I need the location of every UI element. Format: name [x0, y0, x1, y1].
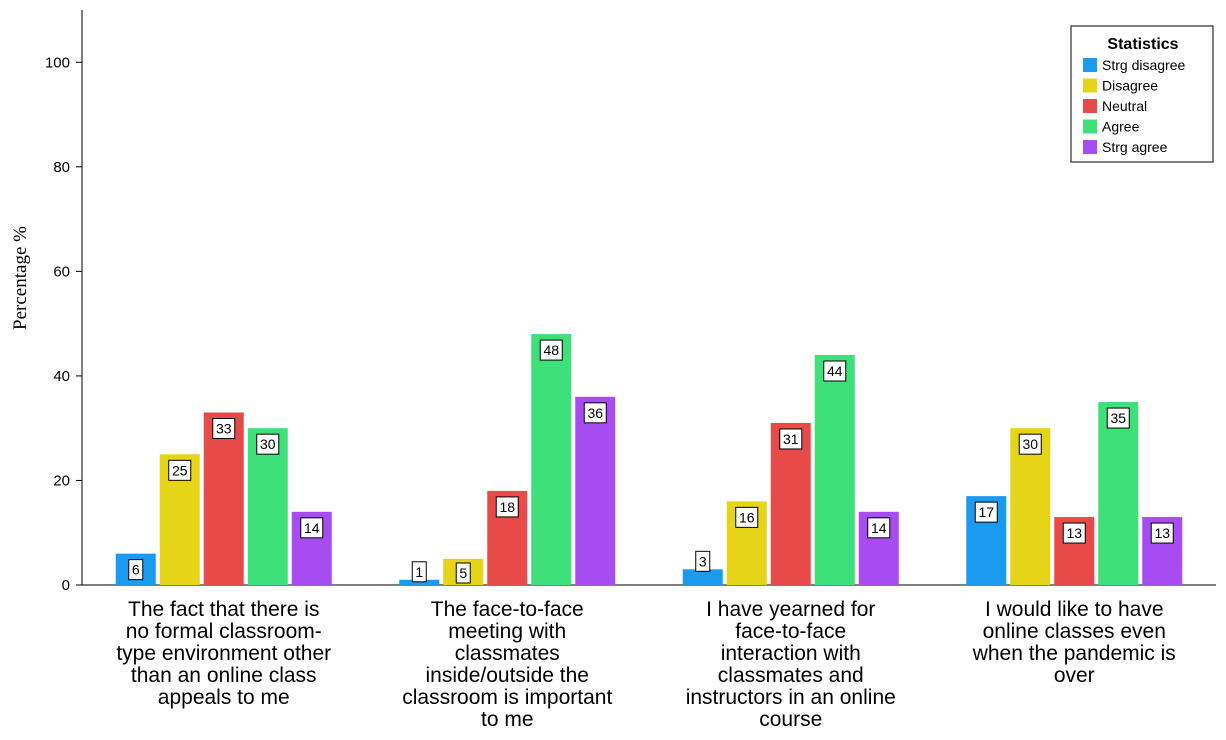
category-label-line: course	[759, 708, 822, 731]
y-tick-label: 40	[53, 368, 70, 385]
data-label-box	[823, 360, 847, 382]
category-label-line: face-to-face	[735, 620, 846, 643]
data-label: 14	[304, 520, 320, 536]
category-label: I have yearned for face-to-face interactio…	[686, 598, 896, 731]
data-label-box	[495, 496, 519, 518]
legend-swatch-strg-disagree	[1083, 58, 1097, 72]
category-label-line: instructors in an online	[686, 686, 896, 709]
y-axis-label: Percentage %	[10, 226, 31, 330]
data-label: 30	[1022, 436, 1038, 452]
data-label: 6	[132, 562, 140, 578]
legend-swatch-neutral	[1083, 99, 1097, 113]
bar-strg-disagree-2	[399, 579, 440, 585]
legend-label: Neutral	[1102, 98, 1147, 114]
data-label-box	[867, 517, 891, 539]
category-label-line: over	[1054, 664, 1095, 687]
data-label-box	[779, 428, 803, 450]
data-label: 1	[415, 564, 423, 580]
data-label-box	[974, 501, 998, 523]
category-label-line: classmates	[455, 642, 560, 665]
category-label-line: when the pandemic is	[972, 642, 1176, 665]
y-tick-label: 100	[45, 54, 70, 71]
category-label-line: The face-to-face	[431, 598, 584, 621]
data-label-box	[583, 402, 607, 424]
data-label-box	[128, 559, 144, 581]
data-label-box	[256, 433, 280, 455]
data-label-box	[168, 459, 192, 481]
category-label-line: interaction with	[721, 642, 861, 665]
y-tick-label: 0	[62, 577, 70, 594]
bar-strg-agree-2	[575, 396, 616, 585]
legend-label: Disagree	[1102, 78, 1158, 94]
category-label-line: online classes even	[983, 620, 1166, 643]
category-label: The fact that there is no formal classroo…	[116, 598, 331, 709]
data-label: 13	[1154, 525, 1170, 541]
category-label-line: I would like to have	[985, 598, 1164, 621]
legend-box	[1070, 25, 1214, 163]
bars	[115, 334, 1183, 585]
category-label-line: appeals to me	[158, 686, 290, 709]
bar-agree-2	[531, 334, 572, 585]
legend-swatch-disagree	[1083, 78, 1097, 93]
legend-swatch-agree	[1083, 119, 1097, 134]
y-tick-label: 80	[53, 159, 70, 176]
legend-label: Strg agree	[1102, 139, 1168, 155]
data-label: 48	[543, 342, 559, 358]
y-tick-label: 20	[53, 472, 70, 489]
data-label: 36	[587, 405, 603, 421]
data-label-box	[1018, 433, 1042, 455]
data-label: 17	[978, 504, 994, 520]
legend-title: Statistics	[1107, 36, 1178, 53]
data-label: 31	[783, 431, 799, 447]
bar-neutral-3	[770, 422, 811, 585]
data-label-box	[1062, 522, 1086, 544]
data-label-box	[1106, 407, 1130, 429]
category-label-line: than an online class	[131, 664, 317, 687]
category-label-line: meeting with	[448, 620, 566, 643]
y-axis: 0 20 40 60 80 100	[45, 10, 83, 594]
data-label-box	[539, 339, 563, 361]
data-label: 18	[499, 499, 515, 515]
bar-strg-disagree-3	[682, 569, 723, 585]
data-label-box	[455, 562, 471, 584]
data-label-box	[411, 561, 427, 583]
data-label-box	[695, 550, 711, 572]
bar-neutral-1	[203, 412, 244, 585]
data-label: 33	[216, 421, 232, 437]
data-label: 44	[827, 363, 843, 379]
data-label-box	[212, 418, 236, 439]
category-label-line: inside/outside the	[426, 664, 589, 687]
category-label-line: classroom is important	[402, 686, 612, 709]
legend-label: Agree	[1102, 119, 1140, 135]
bar-agree-4	[1098, 402, 1139, 585]
data-labels: 6 25 33 30 14 1 5 18 48 36 3 16 31 44 14 17 30 13 35 13	[128, 339, 1174, 584]
data-label: 13	[1066, 525, 1082, 541]
category-label-line: The fact that there is	[128, 598, 319, 621]
bar-agree-3	[814, 355, 855, 585]
legend-label: Strg disagree	[1102, 57, 1185, 73]
data-label: 35	[1110, 410, 1126, 426]
legend: Statistics Strg disagree Disagree Neutral A…	[1070, 25, 1214, 163]
data-label-box	[300, 517, 324, 539]
legend-swatch-strg-agree	[1083, 140, 1097, 154]
data-label: 30	[260, 436, 276, 452]
category-label: I would like to have online classes even w…	[972, 598, 1176, 687]
category-label-line: type environment other	[116, 642, 331, 665]
category-label-line: I have yearned for	[706, 598, 875, 621]
y-tick-label: 60	[53, 263, 70, 280]
data-label: 3	[699, 553, 707, 569]
data-label: 14	[871, 520, 887, 536]
data-label: 16	[739, 509, 755, 525]
category-labels: The fact that there is no formal classroo…	[116, 598, 1175, 731]
data-label: 25	[172, 462, 188, 478]
category-label: The face-to-face meeting with classmates in…	[402, 598, 612, 731]
category-label-line: no formal classroom-	[126, 620, 322, 643]
data-label-box	[735, 506, 759, 528]
data-label-box	[1150, 522, 1174, 544]
category-label-line: to me	[481, 708, 534, 731]
data-label: 5	[459, 565, 467, 581]
category-label-line: classmates and	[718, 664, 864, 687]
